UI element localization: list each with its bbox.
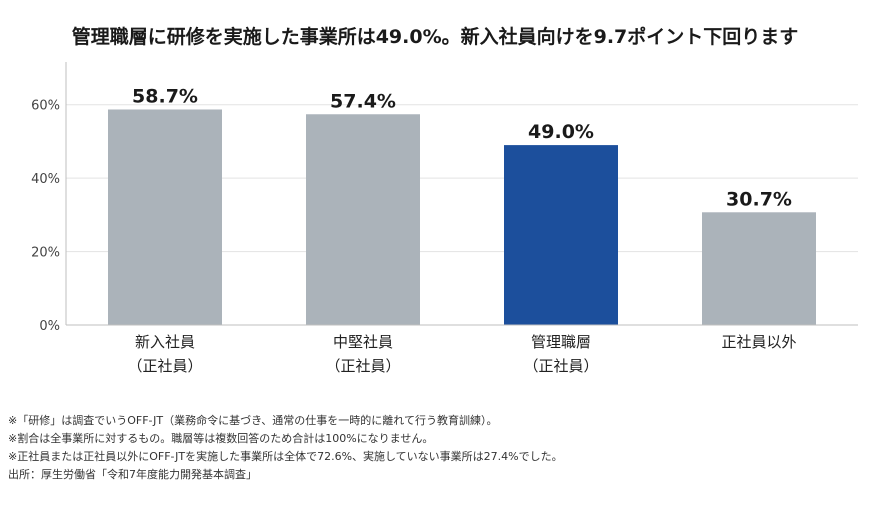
bar bbox=[504, 145, 618, 325]
y-tick-label: 0% bbox=[39, 319, 60, 334]
x-tick-label: 中堅社員 bbox=[333, 333, 393, 351]
footnotes: ※「研修」は調査でいうOFF-JT（業務命令に基づき、通常の仕事を一時的に離れて… bbox=[8, 412, 563, 484]
bar bbox=[306, 114, 420, 325]
bar bbox=[702, 212, 816, 325]
x-tick-label: 新入社員 bbox=[135, 333, 195, 351]
x-tick-label: （正社員） bbox=[325, 357, 400, 375]
footnote-source: 出所：厚生労働省「令和7年度能力開発基本調査」 bbox=[8, 468, 257, 481]
footnote-overall: ※正社員または正社員以外にOFF-JTを実施した事業所は全体で72.6%、実施し… bbox=[8, 450, 563, 463]
chart-title: 管理職層に研修を実施した事業所は49.0%。新入社員向けを9.7ポイント下回りま… bbox=[71, 26, 799, 48]
x-tick-label: （正社員） bbox=[127, 357, 202, 375]
data-label: 30.7% bbox=[726, 188, 792, 210]
data-label: 49.0% bbox=[528, 121, 594, 143]
y-tick-label: 40% bbox=[31, 172, 60, 187]
y-tick-label: 60% bbox=[31, 99, 60, 114]
data-label: 57.4% bbox=[330, 90, 396, 112]
data-label: 58.7% bbox=[132, 85, 198, 107]
x-tick-label: 正社員以外 bbox=[721, 333, 796, 351]
x-tick-label: （正社員） bbox=[523, 357, 598, 375]
footnote-training-definition: ※「研修」は調査でいうOFF-JT（業務命令に基づき、通常の仕事を一時的に離れて… bbox=[8, 414, 498, 427]
x-tick-label: 管理職層 bbox=[531, 333, 591, 351]
y-tick-label: 20% bbox=[31, 246, 60, 261]
bar bbox=[108, 109, 222, 325]
bar-chart: 0% 20% 40% 60% 58.7% 新入社員 （正社員） 57.4% 中堅社員 （正社員） 4… bbox=[31, 62, 858, 375]
footnote-ratio: ※割合は全事業所に対するもの。職層等は複数回答のため合計は100%になりません。 bbox=[8, 432, 434, 445]
